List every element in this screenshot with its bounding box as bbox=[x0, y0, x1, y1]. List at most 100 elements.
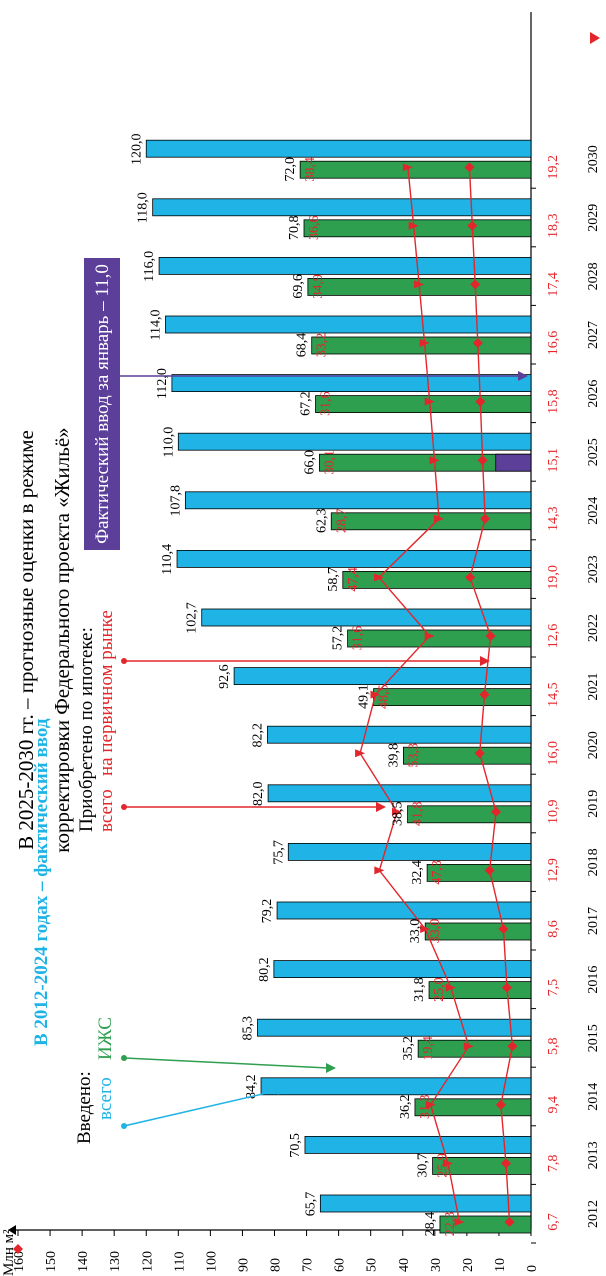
arrow-red-total-head bbox=[376, 802, 386, 812]
label-mortgage-total: 30,1 bbox=[322, 450, 337, 475]
fact-jan-box-bg bbox=[84, 258, 120, 550]
bar-total bbox=[319, 1194, 532, 1213]
bar-total bbox=[158, 256, 532, 275]
label-mortgage-primary: 7,5 bbox=[546, 979, 561, 997]
label-izhs: 57,2 bbox=[331, 626, 346, 651]
label-mortgage-total: 47,3 bbox=[430, 860, 445, 885]
label-mortgage-total: 28,7 bbox=[334, 509, 349, 534]
label-total: 120,0 bbox=[129, 133, 144, 165]
marker-diamond bbox=[491, 806, 502, 817]
bar-izhs bbox=[299, 160, 532, 179]
label-mortgage-total: 47,4 bbox=[346, 567, 361, 592]
label-total: 85,3 bbox=[241, 1016, 256, 1041]
y-tick-label: 80 bbox=[269, 1258, 284, 1272]
legend-triangle-icon bbox=[590, 32, 600, 44]
arrow-red-total-dot bbox=[121, 804, 127, 810]
x-tick-label: 2016 bbox=[586, 966, 601, 994]
label-total: 75,7 bbox=[271, 840, 286, 865]
label-total: 70,5 bbox=[288, 1133, 303, 1158]
x-tick-label: 2017 bbox=[586, 907, 601, 935]
arrow-blue-dot bbox=[121, 1123, 127, 1129]
bar-total bbox=[165, 315, 532, 334]
arrow-blue bbox=[123, 1089, 281, 1127]
marker-diamond bbox=[495, 1099, 506, 1110]
label-mortgage-primary: 14,3 bbox=[546, 507, 561, 532]
bar-total bbox=[273, 960, 532, 978]
label-mortgage-primary: 16,0 bbox=[546, 741, 561, 766]
label-total: 110,0 bbox=[161, 427, 176, 458]
marker-triangle bbox=[433, 514, 444, 523]
label-mortgage-primary: 19,2 bbox=[546, 155, 561, 180]
x-tick-label: 2013 bbox=[586, 1141, 601, 1169]
vvedeno-label: Введено: bbox=[74, 1071, 95, 1144]
marker-triangle bbox=[429, 456, 440, 465]
y-tick-label: 20 bbox=[461, 1258, 476, 1272]
arrow-red-primary-head bbox=[480, 656, 490, 666]
label-izhs: 33,0 bbox=[408, 919, 423, 944]
chart-title-line2: корректировки Федерального проекта «Жиль… bbox=[50, 427, 74, 852]
label-izhs: 58,7 bbox=[326, 567, 341, 592]
marker-triangle bbox=[408, 221, 419, 230]
mortgage-total-label: всего bbox=[96, 789, 117, 832]
x-tick-label: 2026 bbox=[586, 380, 601, 408]
marker-diamond bbox=[504, 1217, 515, 1227]
marker-diamond bbox=[485, 631, 496, 641]
label-mortgage-total: 33,2 bbox=[315, 333, 330, 358]
marker-diamond bbox=[477, 455, 488, 466]
bar-izhs bbox=[417, 1039, 532, 1058]
label-mortgage-total: 41,8 bbox=[411, 802, 426, 827]
arrow-red-primary-dot bbox=[121, 658, 127, 664]
label-izhs: 67,2 bbox=[299, 391, 314, 416]
bar-total bbox=[267, 725, 532, 744]
data-labels-layer: 65,7 28,4 22,3 6,7 70,5 30,7 25,9 7,8 84,2 36,2 31… bbox=[129, 133, 561, 1236]
y-tick-label: 120 bbox=[140, 1251, 155, 1272]
fact-jan-box: Фактический ввод за январь – 11,0 bbox=[84, 258, 120, 550]
label-mortgage-total: 48,5 bbox=[377, 684, 392, 709]
label-mortgage-total: 22,3 bbox=[443, 1212, 458, 1237]
x-tick-label: 2019 bbox=[586, 790, 601, 818]
bars-layer bbox=[145, 139, 532, 1234]
label-mortgage-primary: 7,8 bbox=[546, 1155, 561, 1173]
arrow-green-head bbox=[326, 1063, 336, 1073]
label-mortgage-primary: 19,0 bbox=[546, 565, 561, 590]
label-total: 112,0 bbox=[155, 368, 170, 399]
label-mortgage-total: 33,0 bbox=[428, 919, 443, 944]
label-mortgage-total: 19,4 bbox=[421, 1036, 436, 1061]
marker-triangle bbox=[374, 573, 385, 582]
marker-triangle bbox=[445, 983, 456, 992]
bar-izhs bbox=[303, 219, 532, 238]
bar-total bbox=[145, 139, 532, 158]
bar-total bbox=[287, 843, 532, 861]
y-tick-label: 140 bbox=[76, 1251, 91, 1272]
bar-total bbox=[304, 1136, 532, 1154]
bar-izhs bbox=[347, 629, 532, 648]
label-izhs: 66,0 bbox=[302, 450, 317, 475]
label-mortgage-primary: 12,6 bbox=[546, 624, 561, 649]
label-mortgage-primary: 16,6 bbox=[546, 331, 561, 356]
bar-total bbox=[184, 491, 532, 510]
y-tick-label: 160 bbox=[12, 1251, 27, 1272]
bar-izhs bbox=[373, 688, 532, 706]
label-total: 110,4 bbox=[160, 544, 175, 575]
label-mortgage-primary: 10,9 bbox=[546, 800, 561, 825]
label-mortgage-primary: 17,4 bbox=[546, 272, 561, 297]
y-tick-label: 100 bbox=[204, 1251, 219, 1272]
annotation-arrows bbox=[120, 371, 528, 1129]
x-tick-label: 2027 bbox=[586, 321, 601, 349]
lines-layer bbox=[355, 162, 518, 1227]
marker-triangle bbox=[419, 339, 430, 347]
arrow-green bbox=[123, 1057, 329, 1069]
fact-jan-label: Фактический ввод за январь – 11,0 bbox=[92, 264, 113, 544]
marker-triangle bbox=[370, 690, 381, 699]
y-tick-label: 10 bbox=[493, 1258, 508, 1272]
label-izhs: 70,8 bbox=[287, 216, 302, 241]
arrow-purple-head bbox=[518, 371, 528, 381]
label-mortgage-primary: 6,7 bbox=[546, 1213, 561, 1231]
y-tick-label: 90 bbox=[236, 1258, 251, 1272]
label-izhs: 68,4 bbox=[295, 333, 310, 358]
x-tick-label: 2014 bbox=[586, 1083, 601, 1111]
x-tick-label: 2029 bbox=[586, 204, 601, 232]
marker-triangle bbox=[414, 280, 425, 289]
mortgage-primary-label: на первичном рынке bbox=[96, 610, 117, 776]
